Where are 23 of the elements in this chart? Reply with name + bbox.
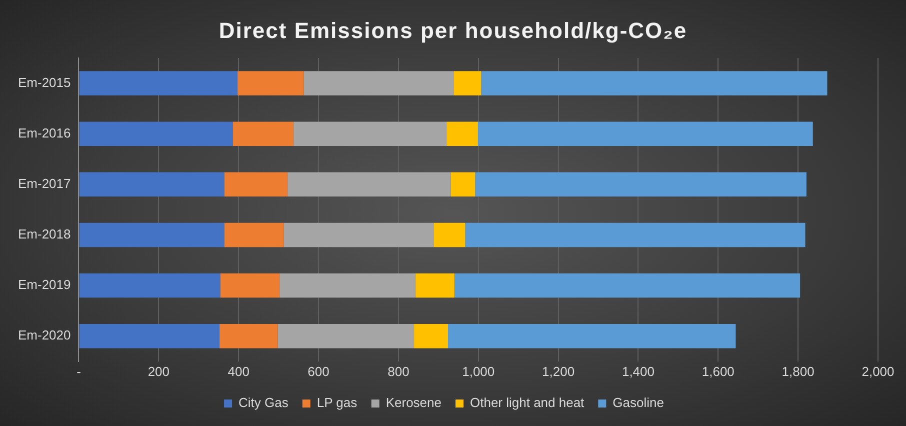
chart-title: Direct Emissions per household/kg-CO₂e xyxy=(218,18,688,44)
x-tick-label: 800 xyxy=(388,364,410,379)
x-tick-label: 400 xyxy=(228,364,250,379)
legend-label: Gasoline xyxy=(612,395,664,410)
y-tick-label: Em-2017 xyxy=(18,176,71,191)
y-tick-label: Em-2016 xyxy=(18,125,71,140)
y-tick-label: Em-2019 xyxy=(18,277,71,292)
y-tick-label: Em-2020 xyxy=(18,328,71,343)
legend-label: City Gas xyxy=(238,395,289,410)
x-tick-label: 200 xyxy=(148,364,170,379)
x-tick-label: 1,800 xyxy=(782,364,814,379)
y-tick-label: Em-2018 xyxy=(18,226,71,242)
x-tick-label: 2,000 xyxy=(862,364,894,379)
x-tick-label: - xyxy=(76,364,81,379)
x-tick-label: 1,200 xyxy=(542,364,575,379)
legend-label: LP gas xyxy=(316,395,358,410)
legend-label: Other light and heat xyxy=(470,395,585,410)
x-tick-label: 600 xyxy=(308,364,330,379)
x-tick-label: 1,000 xyxy=(462,364,495,379)
x-tick-label: 1,600 xyxy=(702,364,734,379)
legend-label: Kerosene xyxy=(386,395,442,410)
y-tick-label: Em-2015 xyxy=(18,74,71,90)
x-tick-label: 1,400 xyxy=(622,364,654,379)
